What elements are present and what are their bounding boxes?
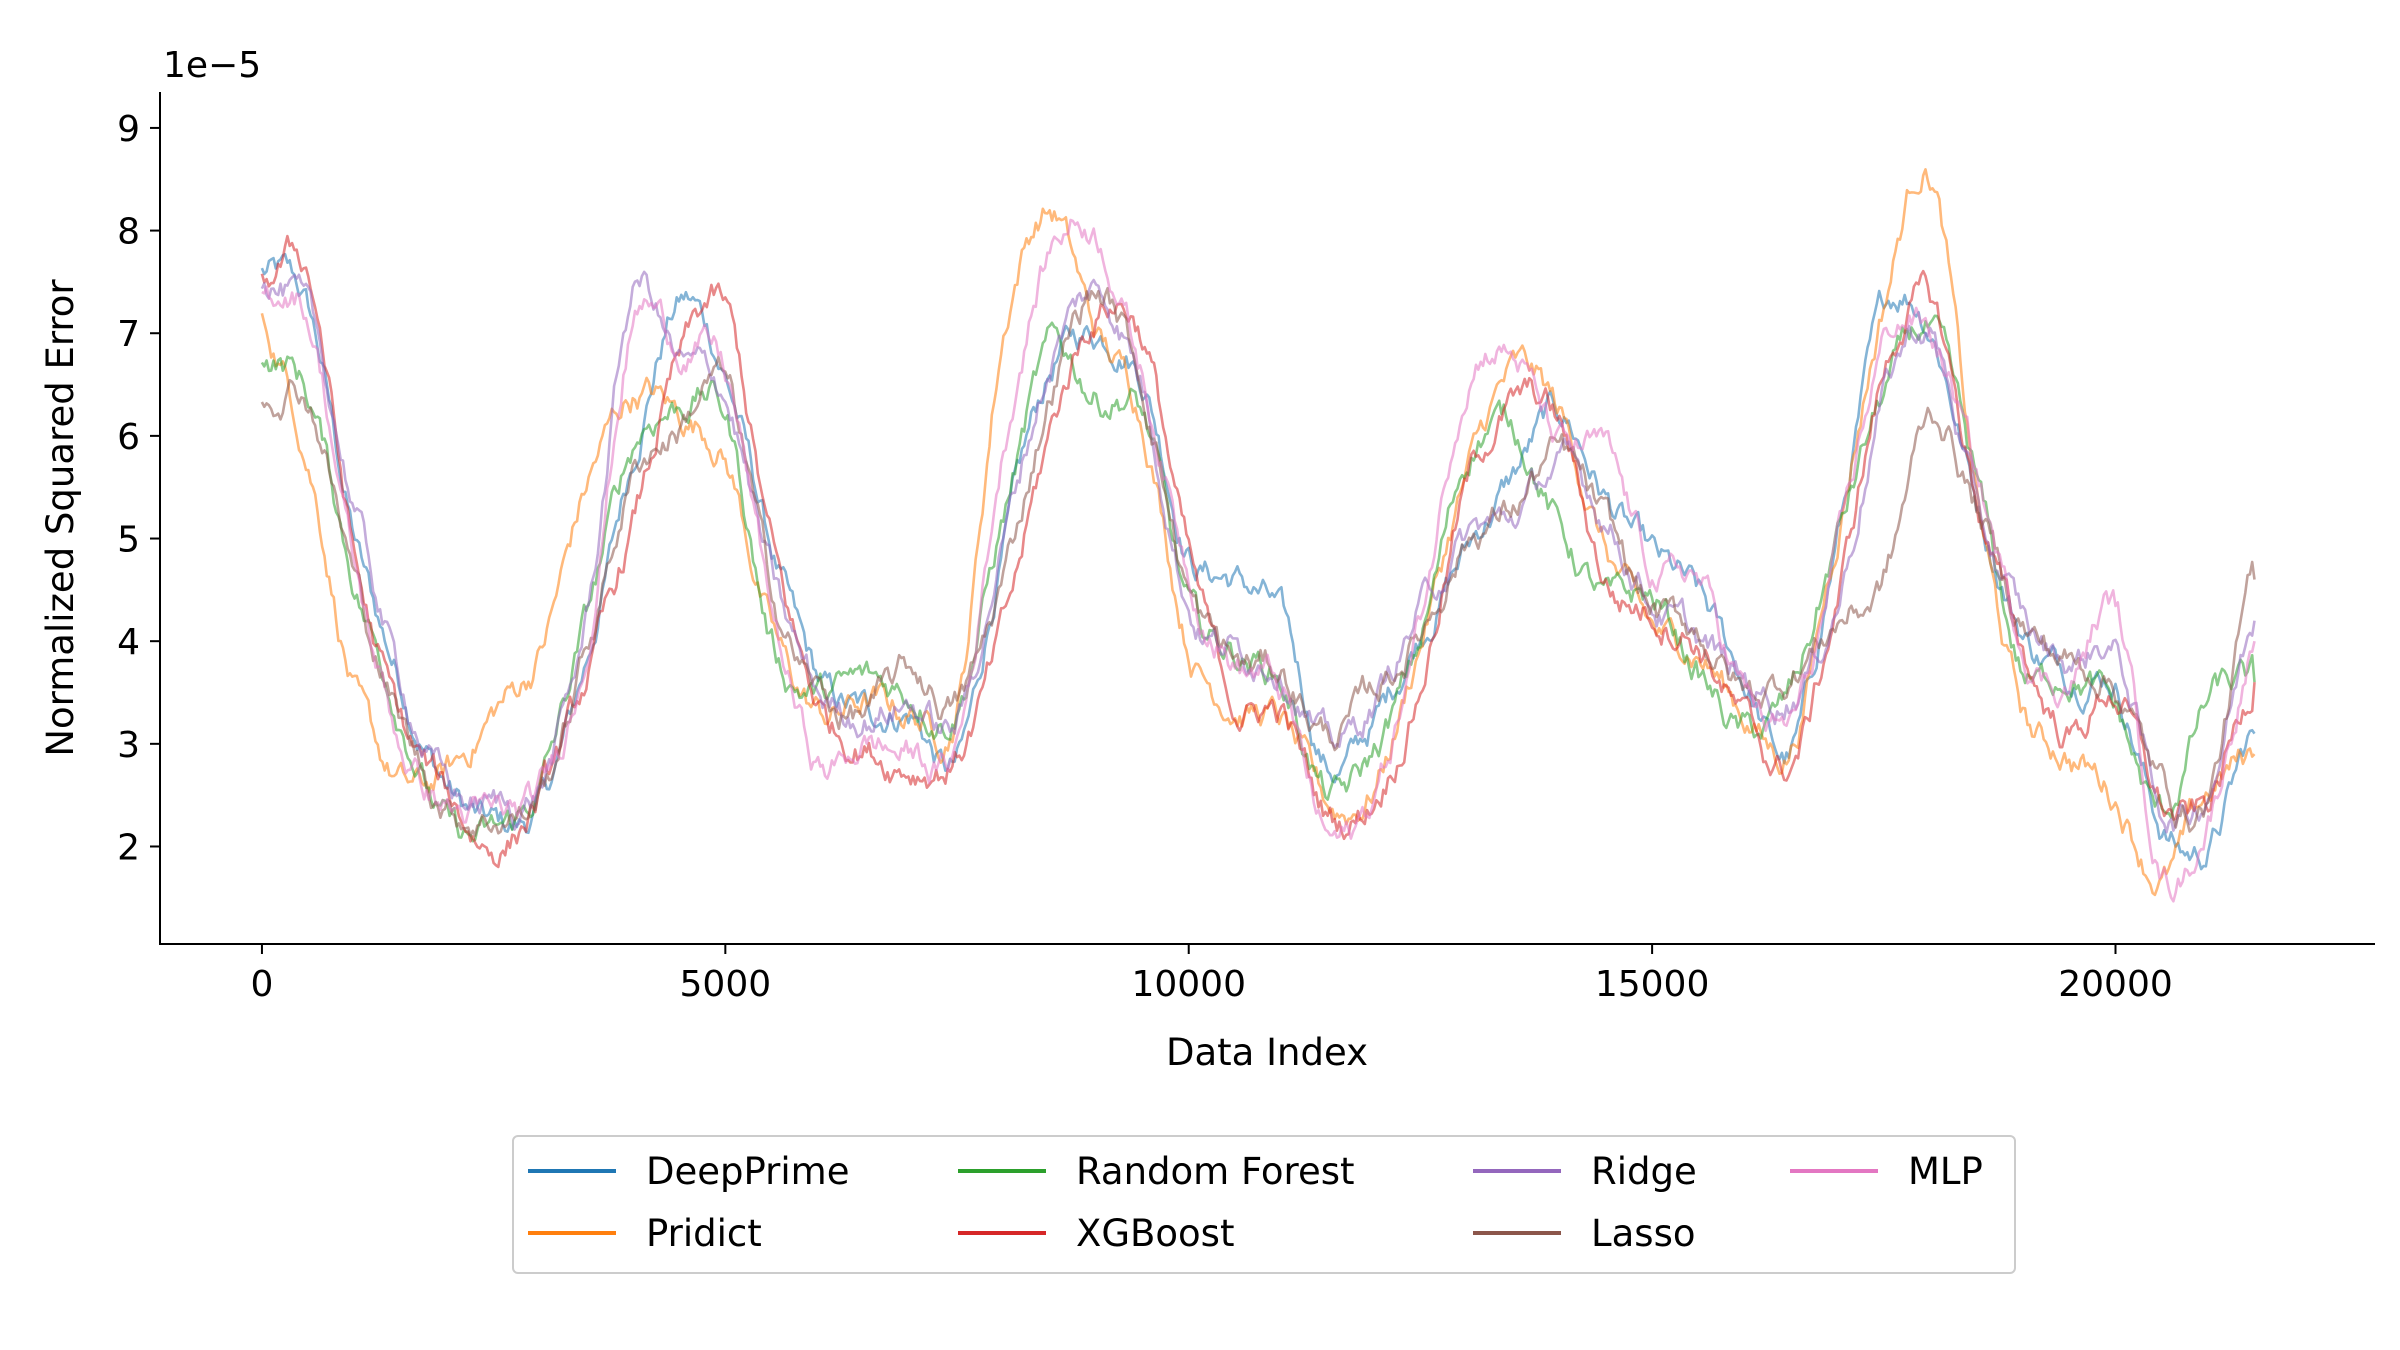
y-tick-label: 6: [117, 417, 140, 458]
legend-label: XGBoost: [1076, 1212, 1234, 1255]
series-line-deepprime: [260, 252, 2256, 871]
series-layer: [260, 168, 2256, 903]
x-tick-label: 15000: [1595, 964, 1710, 1005]
series-line-lasso: [260, 286, 2256, 838]
y-tick-label: 2: [117, 827, 140, 868]
x-tick-label: 5000: [680, 964, 772, 1005]
legend-label: DeepPrime: [646, 1150, 849, 1193]
legend-label: MLP: [1908, 1150, 1983, 1193]
y-tick-label: 5: [117, 520, 140, 561]
y-scale-label: 1e−5: [163, 45, 261, 86]
series-line-random-forest: [260, 314, 2256, 843]
legend: DeepPrime Pridict Random Forest XGBoost Ridg…: [512, 1135, 2016, 1274]
y-ticks: 2 3 4 5 6 7 8 9: [117, 109, 160, 868]
y-tick-label: 3: [117, 725, 140, 766]
legend-label: Ridge: [1591, 1150, 1697, 1193]
y-axis-label: Normalized Squared Error: [39, 279, 82, 757]
legend-label: Lasso: [1591, 1212, 1695, 1255]
x-axis-label: Data Index: [1166, 1031, 1368, 1074]
series-line-xgboost: [260, 234, 2256, 869]
series-line-ridge: [260, 270, 2256, 834]
y-tick-label: 4: [117, 622, 140, 663]
legend-label: Random Forest: [1076, 1150, 1355, 1193]
x-tick-label: 20000: [2058, 964, 2173, 1005]
y-tick-label: 7: [117, 314, 140, 355]
x-ticks: 0 5000 10000 15000 20000: [250, 944, 2173, 1005]
series-line-mlp: [261, 218, 2256, 903]
legend-label: Pridict: [646, 1212, 762, 1255]
legend-frame: [512, 1135, 2016, 1274]
x-tick-label: 0: [250, 964, 273, 1005]
x-tick-label: 10000: [1131, 964, 1246, 1005]
y-tick-label: 9: [117, 109, 140, 150]
legend-items: DeepPrime Pridict Random Forest XGBoost Ridg…: [528, 1150, 1983, 1255]
series-line-pridict: [260, 168, 2256, 897]
y-tick-label: 8: [117, 212, 140, 253]
